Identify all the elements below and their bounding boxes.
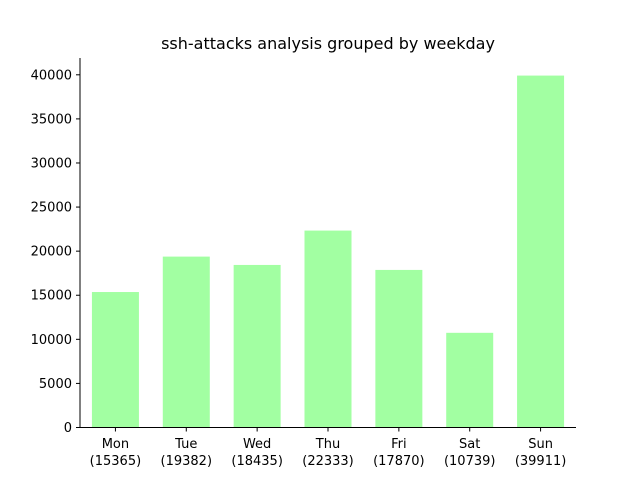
bars-group [91,75,565,428]
bar-thu [304,230,352,428]
x-tick-count-fri: (17870) [373,454,425,469]
x-axis: Mon (15365) Tue (19382) Wed (18435) Thu (22333)… [80,427,576,469]
bar-sat [446,332,494,428]
y-tick-label: 35000 [31,112,72,127]
y-tick-label: 25000 [31,201,72,216]
x-tick-label-sat: Sat [459,437,480,452]
y-tick-label: 30000 [31,156,72,171]
y-tick-label: 20000 [31,245,72,260]
x-tick-label-wed: Wed [243,437,271,452]
y-tick-label: 5000 [39,377,72,392]
bar-wed [233,264,281,428]
bar-sun [517,75,565,428]
bar-tue [162,256,210,428]
x-tick-count-wed: (18435) [231,454,283,469]
bar-mon [91,292,139,428]
x-tick-count-tue: (19382) [161,454,213,469]
y-tick-label: 10000 [31,333,72,348]
y-tick-label: 40000 [31,68,72,83]
x-tick-count-sun: (39911) [515,454,567,469]
y-axis: 0 5000 10000 15000 20000 25000 30000 35000 40000 [31,58,81,436]
chart-title: ssh-attacks analysis grouped by weekday [161,34,495,53]
bar-fri [375,269,423,428]
x-tick-label-tue: Tue [174,437,197,452]
x-tick-label-mon: Mon [102,437,129,452]
x-tick-label-sun: Sun [528,437,553,452]
y-tick-label: 0 [64,421,72,436]
x-tick-count-sat: (10739) [444,454,496,469]
x-tick-label-thu: Thu [315,437,340,452]
x-tick-count-mon: (15365) [90,454,142,469]
y-tick-label: 15000 [31,289,72,304]
x-tick-label-fri: Fri [391,437,407,452]
x-tick-count-thu: (22333) [302,454,354,469]
